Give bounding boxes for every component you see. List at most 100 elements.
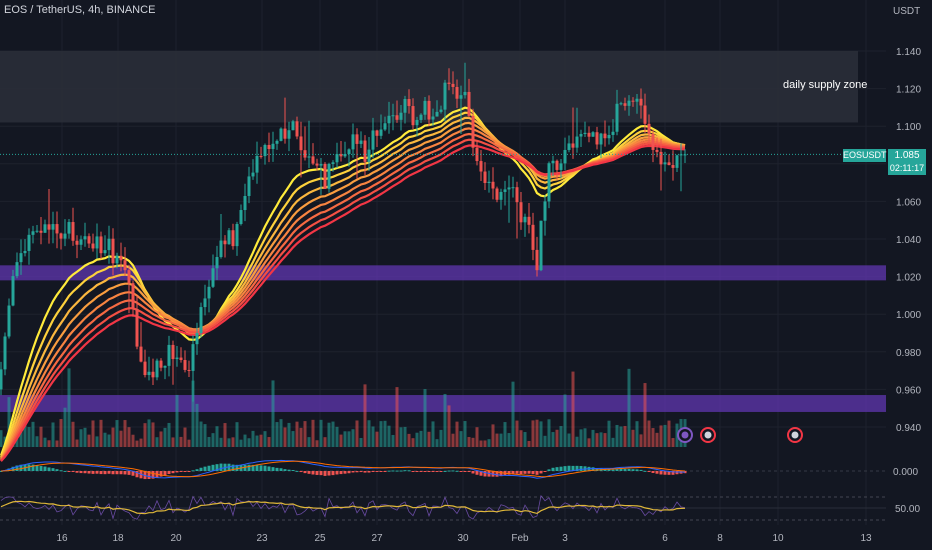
candle-body	[455, 86, 459, 99]
volume-bar	[531, 420, 535, 447]
volume-bar	[355, 420, 359, 447]
candle-body	[611, 131, 615, 135]
macd-histogram-bar	[607, 469, 611, 471]
candle-body	[663, 162, 667, 165]
candle-body	[203, 298, 207, 308]
volume-bar	[671, 438, 675, 447]
macd-histogram-bar	[147, 471, 151, 479]
volume-bar	[363, 384, 367, 447]
macd-histogram-bar	[435, 471, 439, 472]
macd-histogram-bar	[71, 471, 75, 472]
flag-icon[interactable]	[700, 427, 716, 443]
macd-histogram-bar	[55, 469, 59, 471]
macd-histogram-bar	[95, 471, 99, 474]
candle-body	[391, 115, 395, 117]
candle-body	[675, 155, 679, 168]
candle-body	[99, 236, 103, 254]
volume-bar	[347, 431, 351, 447]
macd-histogram-bar	[395, 470, 399, 472]
volume-bar	[291, 431, 295, 447]
price-axis: 1.1401.1201.1001.0801.0601.0401.0201.000…	[0, 47, 921, 515]
macd-histogram-bar	[471, 471, 475, 474]
flag-icon[interactable]	[787, 427, 803, 443]
price-tick-label: 1.140	[896, 47, 921, 58]
macd-histogram-bar	[543, 471, 547, 472]
candle-body	[143, 361, 147, 376]
macd-histogram-bar	[103, 471, 107, 475]
macd-histogram-bar	[319, 471, 323, 476]
candle-body	[387, 115, 391, 124]
candle-body	[503, 189, 507, 192]
macd-histogram-bar	[675, 471, 679, 475]
volume-bar	[619, 426, 623, 447]
candle-body	[459, 95, 463, 99]
support-band	[0, 395, 886, 412]
macd-histogram-bar	[551, 467, 555, 471]
macd-histogram-bar	[203, 466, 207, 471]
macd-histogram-bar	[115, 471, 119, 475]
volume-bar	[535, 419, 539, 447]
volume-bar	[663, 424, 667, 447]
candle-body	[519, 202, 523, 223]
candle-body	[247, 176, 251, 197]
volume-bar	[311, 419, 315, 447]
candle-body	[543, 201, 547, 221]
ema-ribbon	[0, 106, 686, 462]
volume-bar	[223, 423, 227, 447]
volume-bar	[403, 426, 407, 447]
macd-histogram-bar	[35, 465, 39, 471]
price-tick-label: 1.120	[896, 85, 921, 96]
candle-body	[483, 171, 487, 183]
volume-bar	[147, 419, 151, 447]
macd-histogram-bar	[647, 471, 651, 472]
volume-bar	[95, 436, 99, 447]
macd-histogram-bar	[415, 471, 419, 472]
macd-histogram-bar	[119, 471, 123, 475]
volume-bar	[543, 435, 547, 447]
macd-histogram-bar	[495, 471, 499, 477]
macd-histogram-bar	[219, 463, 223, 471]
macd-histogram-bar	[327, 471, 331, 476]
event-markers[interactable]	[677, 427, 803, 443]
rsi-pane	[0, 494, 886, 521]
candle-body	[631, 100, 635, 102]
macd-histogram-bar	[399, 470, 403, 472]
macd-histogram-bar	[315, 471, 319, 475]
supply-zone-label: daily supply zone	[783, 79, 868, 91]
candle-body	[159, 360, 163, 368]
volume-bar	[51, 422, 55, 447]
volume-bar	[135, 440, 139, 447]
candle-body	[419, 114, 423, 120]
volume-bar	[351, 429, 355, 447]
candle-body	[127, 270, 131, 284]
macd-histogram-bar	[355, 471, 359, 473]
macd-histogram-bar	[431, 471, 435, 472]
volume-bar	[255, 435, 259, 447]
event-marker-dot	[791, 431, 799, 439]
volume-bar	[91, 420, 95, 447]
candle-body	[263, 144, 267, 157]
volume-bar	[139, 438, 143, 447]
macd-histogram-bar	[251, 464, 255, 471]
volume-bar	[471, 437, 475, 447]
volume-bar	[643, 383, 647, 447]
candle-body	[535, 249, 539, 271]
macd-histogram-bar	[39, 465, 43, 471]
volume-bar	[159, 431, 163, 447]
candle-body	[279, 128, 283, 141]
volume-bar	[411, 438, 415, 447]
candle-body	[267, 144, 271, 149]
price-tick-label: 1.000	[896, 310, 921, 321]
lightning-icon[interactable]	[677, 427, 693, 443]
candle-body	[339, 154, 343, 157]
macd-histogram-bar	[391, 470, 395, 472]
macd-histogram-bar	[207, 465, 211, 471]
macd-histogram-bar	[523, 471, 527, 474]
volume-bar	[239, 439, 243, 447]
time-tick-label: 18	[112, 533, 124, 544]
macd-zero-label: 0.000	[893, 467, 918, 478]
candle-body	[399, 112, 403, 120]
macd-histogram-bar	[579, 466, 583, 471]
volume-bar	[439, 429, 443, 447]
